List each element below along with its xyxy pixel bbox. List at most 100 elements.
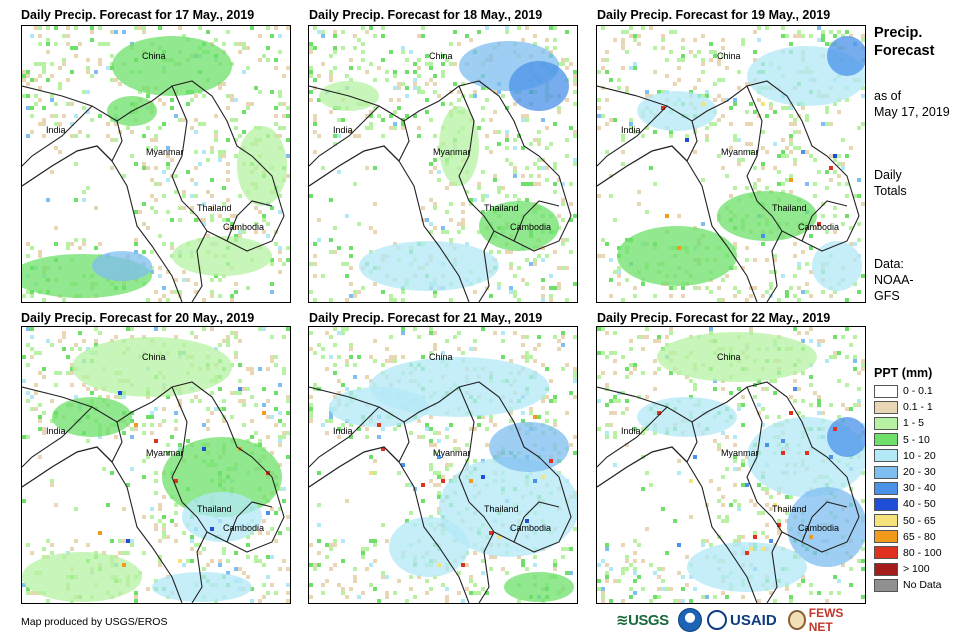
precip-cell: [745, 186, 749, 190]
precip-cell: [565, 138, 569, 142]
precip-cell: [417, 134, 421, 138]
precip-cell: [485, 26, 489, 30]
precip-cell: [393, 110, 397, 114]
precip-cell: [833, 102, 837, 106]
precip-cell: [537, 130, 541, 134]
precip-cell: [26, 82, 30, 86]
precip-cell: [90, 30, 94, 34]
precip-cell: [633, 551, 637, 555]
precip-cell: [485, 98, 489, 102]
precip-cell: [525, 351, 529, 355]
precip-cell: [509, 411, 513, 415]
precip-cell: [38, 86, 42, 90]
precip-cell: [337, 391, 341, 395]
precip-cell: [521, 419, 525, 423]
precip-cell: [246, 555, 250, 559]
precip-cell: [713, 98, 717, 102]
precip-cell: [465, 563, 469, 567]
precip-cell: [817, 339, 821, 343]
precip-cell: [441, 230, 445, 234]
precip-cell: [82, 190, 86, 194]
precip-cell: [230, 222, 234, 226]
precip-cell-heavy: [685, 138, 689, 142]
precip-cell: [22, 583, 26, 587]
precip-cell: [445, 435, 449, 439]
precip-cell: [238, 363, 242, 367]
precip-cell: [309, 46, 313, 50]
precip-cell: [777, 154, 781, 158]
precip-cell: [705, 126, 709, 130]
precip-cell: [278, 210, 282, 214]
precip-cell: [821, 122, 825, 126]
precip-cell: [266, 531, 270, 535]
precip-cell: [401, 355, 405, 359]
precip-cell: [449, 42, 453, 46]
precip-cell: [433, 471, 437, 475]
precip-cell: [853, 403, 857, 407]
precip-cell: [230, 415, 234, 419]
precip-cell: [62, 335, 66, 339]
precip-cell: [82, 383, 86, 387]
precip-cell: [110, 166, 114, 170]
precip-cell: [813, 391, 817, 395]
precip-cell: [821, 214, 825, 218]
precip-cell: [38, 419, 42, 423]
precip-cell: [246, 66, 250, 70]
precip-cell: [833, 170, 837, 174]
precip-cell: [537, 166, 541, 170]
precip-cell: [729, 122, 733, 126]
precip-cell: [753, 182, 757, 186]
precip-cell: [174, 503, 178, 507]
precip-cell: [621, 66, 625, 70]
precip-cell: [38, 254, 42, 258]
precip-cell: [34, 391, 38, 395]
precip-cell: [114, 395, 118, 399]
precip-cell: [757, 599, 761, 603]
precip-cell: [150, 270, 154, 274]
legend-item: 5 - 10: [874, 432, 942, 448]
precip-cell: [625, 407, 629, 411]
precip-cell: [150, 194, 154, 198]
precip-cell: [705, 90, 709, 94]
precip-cell: [266, 399, 270, 403]
precip-cell: [717, 58, 721, 62]
daily-totals-note: Daily Totals: [874, 167, 964, 199]
precip-cell: [677, 78, 681, 82]
precip-cell: [182, 270, 186, 274]
precip-cell: [309, 411, 313, 415]
precip-cell-heavy: [98, 531, 102, 535]
precip-cell: [529, 174, 533, 178]
precip-cell: [309, 563, 313, 567]
precip-cell: [361, 58, 365, 62]
precip-cell: [437, 507, 441, 511]
map-label-myanmar: Myanmar: [146, 448, 184, 458]
precip-cell: [845, 355, 849, 359]
precip-cell: [62, 62, 66, 66]
precip-cell: [230, 214, 234, 218]
precip-cell: [262, 583, 266, 587]
precip-cell: [98, 435, 102, 439]
precip-cell: [42, 555, 46, 559]
precip-cell: [669, 50, 673, 54]
precip-cell: [785, 511, 789, 515]
precip-cell: [629, 595, 633, 599]
precip-cell: [309, 290, 313, 294]
precip-cell: [565, 571, 569, 575]
precip-cell: [425, 98, 429, 102]
precip-cell: [166, 178, 170, 182]
precip-cell: [26, 399, 30, 403]
map-label-cambodia: Cambodia: [223, 222, 265, 232]
precip-cell: [525, 335, 529, 339]
precip-cell: [266, 234, 270, 238]
precip-cell: [54, 42, 58, 46]
precip-cell-heavy: [829, 166, 833, 170]
precip-cell: [785, 587, 789, 591]
precip-cell: [557, 178, 561, 182]
map-label-china: China: [429, 51, 453, 61]
precip-cell: [266, 435, 270, 439]
legend-label: 30 - 40: [903, 482, 936, 495]
precip-cell: [625, 559, 629, 563]
precip-cell: [801, 106, 805, 110]
as-of-value: May 17, 2019: [874, 105, 950, 119]
precip-cell: [633, 567, 637, 571]
